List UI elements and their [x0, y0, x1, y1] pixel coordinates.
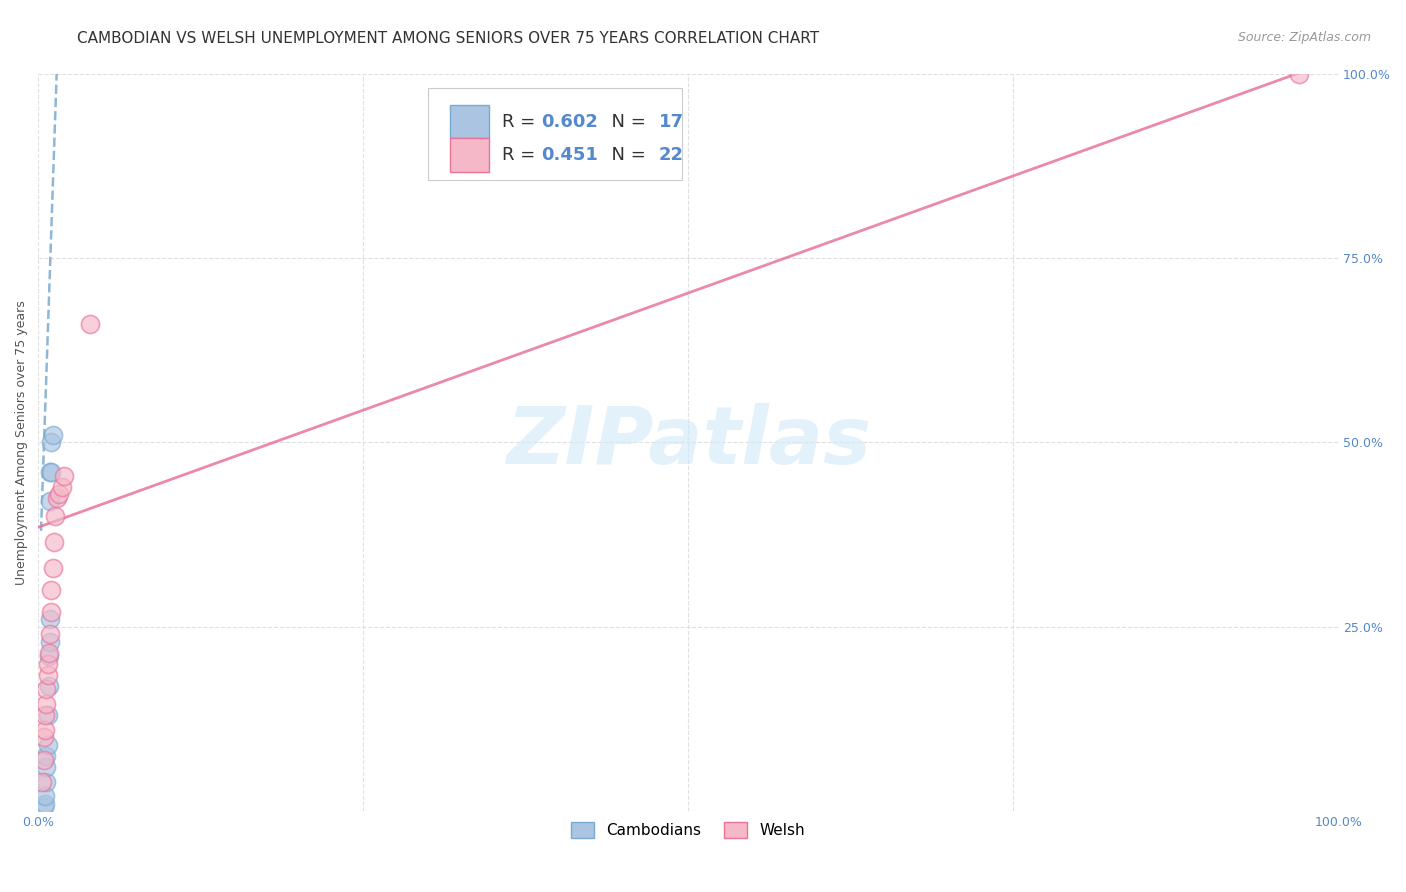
Point: [37, 657, 59, 671]
Point: [41, 605, 63, 619]
Point: [39, 494, 62, 508]
Point: [32, 800, 55, 814]
Text: CAMBODIAN VS WELSH UNEMPLOYMENT AMONG SENIORS OVER 75 YEARS CORRELATION CHART: CAMBODIAN VS WELSH UNEMPLOYMENT AMONG SE…: [77, 31, 820, 46]
Text: 0.602: 0.602: [541, 112, 599, 131]
Point: [37, 667, 59, 681]
Text: Source: ZipAtlas.com: Source: ZipAtlas.com: [1237, 31, 1371, 45]
Point: [38, 649, 60, 664]
Text: 0.451: 0.451: [541, 146, 599, 164]
Point: [34, 789, 56, 804]
Point: [44, 509, 66, 524]
Text: 22: 22: [658, 146, 683, 164]
Point: [39, 465, 62, 479]
Point: [34, 797, 56, 811]
Text: ZIPatlas: ZIPatlas: [506, 403, 870, 482]
Point: [38, 646, 60, 660]
Legend: Cambodians, Welsh: Cambodians, Welsh: [565, 816, 811, 844]
Point: [53, 468, 76, 483]
Point: [37, 708, 59, 723]
Point: [39, 627, 62, 641]
Point: [41, 560, 63, 574]
Text: N =: N =: [600, 146, 651, 164]
Text: 17: 17: [658, 112, 683, 131]
Point: [42, 535, 65, 549]
Point: [39, 612, 62, 626]
Point: [41, 582, 63, 597]
Point: [38, 679, 60, 693]
FancyBboxPatch shape: [450, 105, 489, 138]
Point: [31, 774, 53, 789]
FancyBboxPatch shape: [429, 88, 682, 180]
Point: [39, 634, 62, 648]
Point: [41, 465, 63, 479]
Point: [48, 487, 70, 501]
FancyBboxPatch shape: [450, 138, 489, 171]
Point: [35, 760, 58, 774]
Y-axis label: Unemployment Among Seniors over 75 years: Unemployment Among Seniors over 75 years: [15, 300, 28, 585]
Point: [41, 428, 63, 442]
Point: [34, 708, 56, 723]
Point: [1288, 66, 1310, 80]
Point: [45, 491, 67, 505]
Point: [35, 748, 58, 763]
Text: R =: R =: [502, 112, 541, 131]
Point: [41, 435, 63, 450]
Text: N =: N =: [600, 112, 651, 131]
Point: [37, 738, 59, 752]
Point: [34, 723, 56, 737]
Point: [32, 731, 55, 745]
Point: [32, 753, 55, 767]
Text: R =: R =: [502, 146, 541, 164]
Point: [35, 682, 58, 697]
Point: [35, 774, 58, 789]
Point: [79, 318, 101, 332]
Point: [51, 480, 73, 494]
Point: [35, 697, 58, 711]
